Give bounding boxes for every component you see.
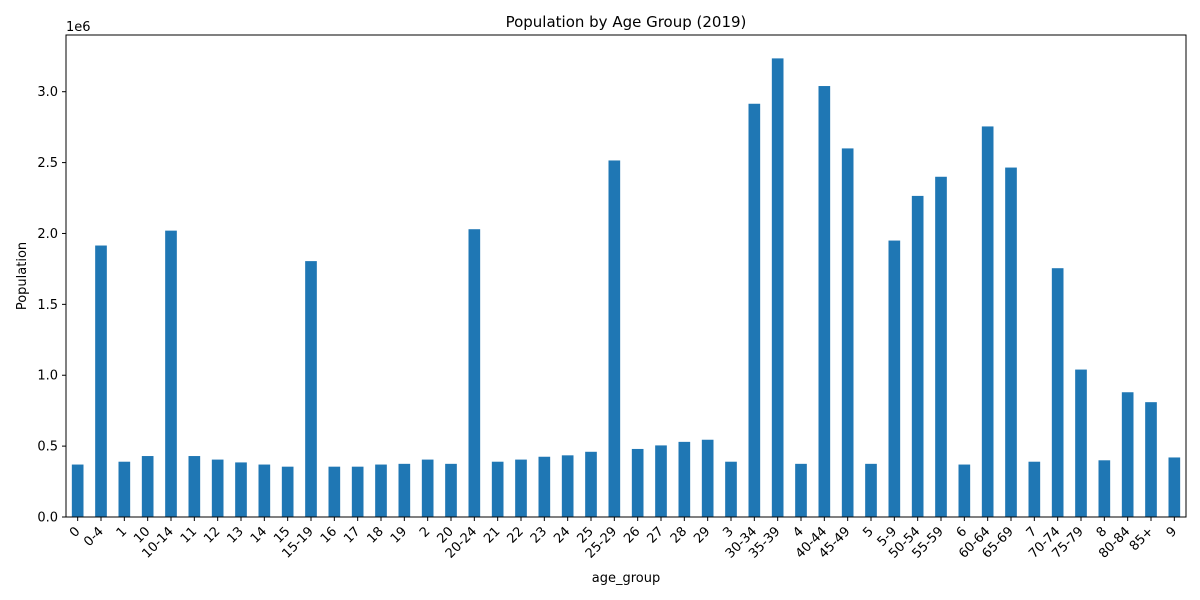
x-tick-label: 14 xyxy=(248,524,270,546)
x-tick-label: 85+ xyxy=(1127,524,1157,554)
x-tick-label: 24 xyxy=(551,524,573,546)
bar-6 xyxy=(958,464,971,517)
x-tick-label: 13 xyxy=(225,524,247,546)
bar-22 xyxy=(515,459,527,517)
x-tick-label: 0-4 xyxy=(81,524,107,550)
y-tick-label: 1.0 xyxy=(37,369,58,384)
x-tick-label: 22 xyxy=(505,524,527,546)
x-tick-label: 9 xyxy=(1164,524,1180,540)
y-tick-label: 0.0 xyxy=(37,511,58,526)
y-axis: 0.0 0.5 1.0 1.5 2.0 2.5 3.0 xyxy=(37,85,66,526)
bar-70-74 xyxy=(1051,268,1064,517)
y-tick-label: 1.5 xyxy=(37,298,58,313)
bar-18 xyxy=(375,464,387,517)
bar-25 xyxy=(585,451,597,517)
x-tick-label: 23 xyxy=(528,524,550,546)
x-tick-label: 28 xyxy=(668,524,690,546)
bar-0 xyxy=(71,464,84,517)
bar-12 xyxy=(211,459,224,517)
bar-30-34 xyxy=(748,103,761,517)
bar-27 xyxy=(655,445,667,517)
bar-45-49 xyxy=(841,148,854,518)
y-tick-label: 2.5 xyxy=(37,156,58,171)
y-axis-title: Population xyxy=(15,242,30,310)
bar-13 xyxy=(235,462,247,517)
bar-2 xyxy=(421,459,434,517)
x-tick-label: 27 xyxy=(645,524,667,546)
bar-28 xyxy=(678,441,691,517)
bar-11 xyxy=(188,456,201,517)
bar-20 xyxy=(445,463,457,517)
bar-19 xyxy=(398,463,411,517)
bar-3 xyxy=(725,461,737,517)
bar-21 xyxy=(491,461,504,517)
x-tick-label: 21 xyxy=(481,524,503,546)
bar-50-54 xyxy=(911,195,924,517)
bar-23 xyxy=(538,456,551,517)
x-tick-label: 18 xyxy=(365,524,387,546)
bar-16 xyxy=(328,466,341,517)
bar-85+ xyxy=(1145,402,1157,517)
x-tick-label: 1 xyxy=(114,524,130,540)
bar-40-44 xyxy=(818,86,831,518)
bar-8 xyxy=(1098,460,1111,517)
x-tick-label: 11 xyxy=(178,524,200,546)
x-tick-label: 29 xyxy=(691,524,713,546)
plot-frame xyxy=(65,34,1187,518)
bar-65-69 xyxy=(1005,167,1017,518)
bar-1 xyxy=(118,461,131,517)
bar-7 xyxy=(1028,461,1041,517)
bar-5 xyxy=(865,463,877,517)
bar-10 xyxy=(141,456,154,517)
y-tick-label: 2.0 xyxy=(37,227,58,242)
bar-29 xyxy=(701,439,714,517)
bar-5-9 xyxy=(888,240,901,517)
chart-title: Population by Age Group (2019) xyxy=(506,13,747,31)
bar-26 xyxy=(631,448,644,517)
y-tick-label: 3.0 xyxy=(37,85,58,100)
bar-80-84 xyxy=(1121,392,1134,517)
x-axis-title: age_group xyxy=(592,571,660,586)
bar-10-14 xyxy=(165,230,177,517)
y-tick-label: 0.5 xyxy=(37,440,58,455)
bar-60-64 xyxy=(981,126,994,517)
x-tick-label: 19 xyxy=(388,524,410,546)
bar-24 xyxy=(561,455,574,517)
bar-25-29 xyxy=(608,160,621,517)
bar-0-4 xyxy=(95,245,107,518)
bar-15-19 xyxy=(305,261,317,517)
bar-17 xyxy=(351,466,364,517)
x-tick-label: 26 xyxy=(621,524,643,546)
x-tick-label: 12 xyxy=(201,524,223,546)
bar-55-59 xyxy=(935,176,947,517)
x-tick-label: 16 xyxy=(318,524,340,546)
bar-15 xyxy=(281,466,294,517)
x-tick-label: 2 xyxy=(417,524,433,540)
bar-9 xyxy=(1168,457,1181,517)
x-tick-label: 17 xyxy=(341,524,363,546)
y-axis-offset-label: 1e6 xyxy=(66,20,91,35)
bars-group xyxy=(71,58,1181,518)
bar-4 xyxy=(795,463,807,517)
bar-75-79 xyxy=(1075,369,1087,517)
bar-20-24 xyxy=(468,229,481,517)
bar-14 xyxy=(258,464,271,517)
bar-35-39 xyxy=(771,58,784,518)
